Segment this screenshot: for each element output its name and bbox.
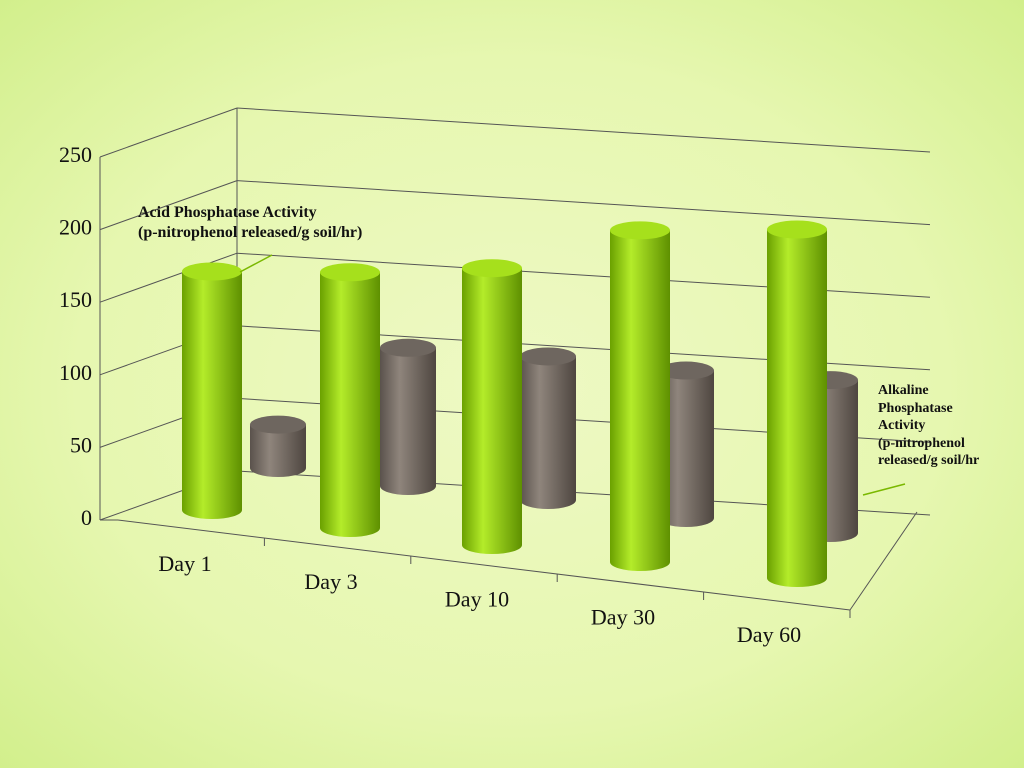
bar-body [380, 347, 436, 495]
bar-body [182, 271, 242, 519]
bar-top [462, 259, 522, 278]
x-tick-label: Day 10 [445, 587, 509, 612]
y-tick-label: 0 [81, 505, 92, 530]
bar [320, 263, 380, 537]
bar-body [250, 424, 306, 477]
bar-top [380, 338, 436, 357]
grid-line [99, 107, 238, 158]
bar [658, 361, 714, 527]
floor-edge [849, 511, 918, 611]
y-tick-label: 200 [59, 215, 92, 240]
grid-line [99, 180, 238, 231]
x-tick-label: Day 30 [591, 604, 655, 629]
bar [182, 262, 242, 519]
y-tick-label: 250 [59, 142, 92, 167]
arrow [862, 483, 906, 496]
y-tick-label: 150 [59, 287, 92, 312]
bar-body [610, 230, 670, 571]
grid-line [99, 252, 238, 303]
legend-alkaline: Alkaline Phosphatase Activity (p-nitroph… [878, 383, 980, 468]
bar-top [182, 262, 242, 281]
bar [767, 220, 827, 587]
bar-top [520, 347, 576, 366]
bar-top [320, 263, 380, 282]
x-tick-label: Day 1 [158, 551, 211, 576]
bar [462, 259, 522, 554]
y-tick-label: 100 [59, 360, 92, 385]
x-tick-label: Day 3 [304, 569, 357, 594]
legend-acid: Acid Phosphatase Activity (p-nitrophenol… [138, 204, 363, 241]
bar-body [520, 356, 576, 509]
bar-top [610, 221, 670, 240]
arrow [239, 254, 273, 273]
bar-body [462, 268, 522, 554]
bar [380, 338, 436, 495]
bar [610, 221, 670, 571]
y-tick-label: 50 [70, 432, 92, 457]
bar-body [658, 370, 714, 527]
grid-line [236, 180, 931, 226]
bar-top [250, 415, 306, 434]
x-tick-label: Day 60 [737, 622, 801, 647]
bar-top [767, 220, 827, 239]
bar-body [320, 272, 380, 537]
bar [250, 415, 306, 477]
bar-top [658, 361, 714, 380]
grid-line [236, 107, 931, 153]
floor-edge [117, 519, 851, 611]
bar [520, 347, 576, 509]
bar-body [767, 229, 827, 587]
